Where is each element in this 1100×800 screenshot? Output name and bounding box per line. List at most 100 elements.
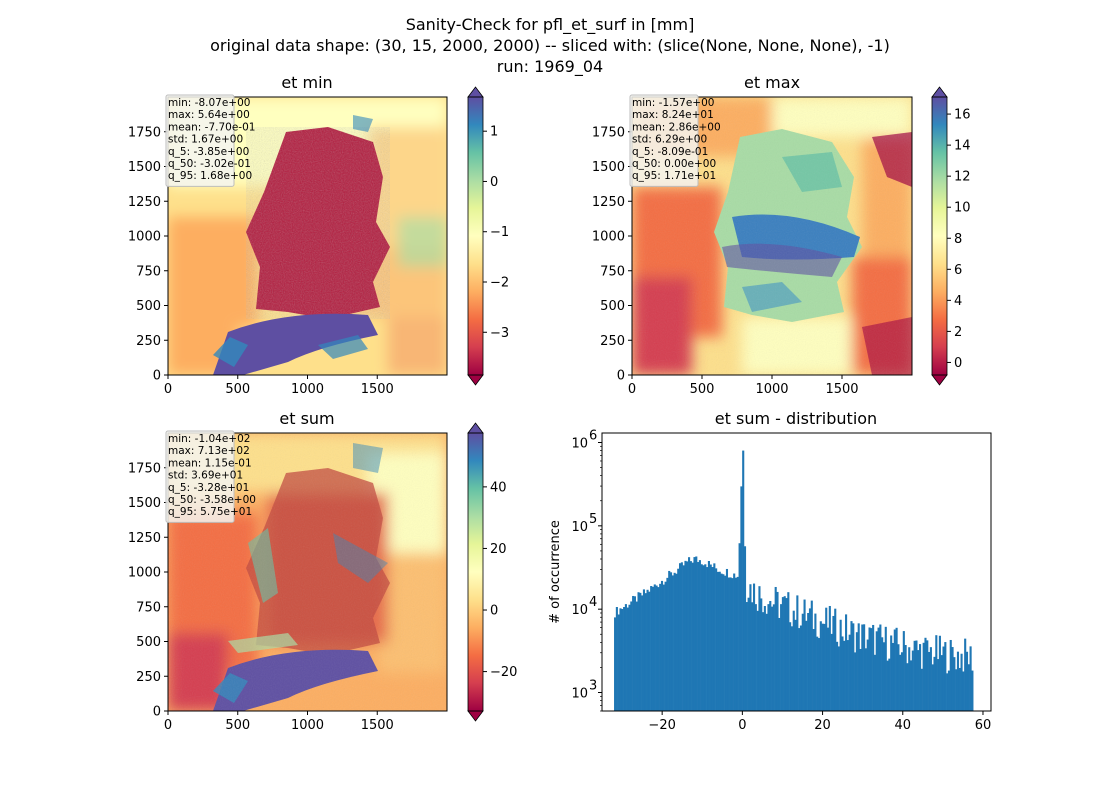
histogram-bar — [920, 668, 923, 711]
histogram-bar — [955, 669, 958, 711]
histogram-bar — [758, 586, 761, 711]
histogram-bar — [969, 646, 972, 711]
histogram-bar — [697, 562, 700, 711]
histogram-bar — [843, 640, 846, 711]
histogram-bar — [695, 556, 698, 711]
histogram-bar — [689, 561, 692, 711]
y-tick-label: 0 — [153, 369, 161, 384]
histogram-bar — [715, 568, 718, 711]
colorbar-tick-label: 20 — [490, 542, 507, 557]
histogram-bar — [863, 624, 866, 711]
colorbar-tick-label: 16 — [954, 108, 971, 123]
histogram-bar — [706, 567, 709, 711]
histogram-bar — [745, 602, 748, 711]
histogram-bar — [749, 584, 752, 711]
x-tick-label: 1500 — [825, 382, 858, 397]
panel-title: et min — [281, 73, 332, 92]
histogram-bar — [684, 560, 687, 711]
stats-line: q_50: -3.58e+00 — [168, 494, 256, 506]
histogram-bar — [633, 596, 636, 711]
histogram-bar — [747, 597, 750, 711]
histogram-bar — [659, 583, 662, 711]
histogram-bar — [785, 598, 788, 711]
panel-title: et sum — [279, 409, 334, 428]
histogram-bar — [752, 583, 756, 711]
histogram-bar — [817, 638, 821, 711]
histogram-bar — [812, 629, 815, 711]
histogram-bar — [677, 568, 680, 711]
stats-box-frame — [629, 94, 699, 187]
histogram-bar — [700, 564, 703, 711]
histogram-bar — [738, 543, 741, 711]
histogram-bar — [780, 604, 783, 711]
x-axis: 0 500 1000 1500 — [164, 375, 394, 397]
colorbar-extend-max — [931, 86, 948, 98]
histogram-bar — [935, 635, 938, 711]
histogram-bar — [967, 664, 970, 711]
y-tick-label: 1750 — [592, 125, 625, 140]
histogram-bar — [798, 628, 801, 711]
colorbar-tick-label: 10 — [954, 201, 971, 216]
histogram-bar — [722, 574, 725, 711]
histogram-bar — [769, 600, 772, 711]
histogram-bar — [937, 659, 940, 711]
histogram-bar — [900, 652, 904, 711]
histogram-bar — [653, 584, 656, 711]
histogram-bar — [760, 598, 763, 711]
histogram-bar — [890, 635, 893, 711]
x-tick-label: 40 — [894, 718, 911, 733]
histogram-bar — [734, 577, 738, 711]
histogram-bar — [810, 600, 813, 711]
y-tick-label: 0 — [153, 705, 161, 720]
colorbar-tick-label: 0 — [490, 175, 498, 190]
histogram-bar — [854, 652, 857, 711]
y-tick-label: 750 — [136, 600, 161, 615]
histogram-bar — [680, 562, 683, 711]
histogram-bar — [904, 645, 907, 711]
histogram-bar — [877, 627, 880, 711]
stats-line: q_50: -3.02e-01 — [168, 158, 251, 170]
histogram-bar — [655, 585, 658, 711]
histogram-bar — [704, 564, 707, 711]
x-tick-label: −20 — [648, 718, 675, 733]
histogram-bar — [917, 650, 920, 711]
y-tick-label: 10 — [571, 687, 588, 702]
histogram-bar — [751, 602, 754, 711]
histogram-bar — [841, 636, 844, 711]
histogram-bar — [716, 571, 719, 711]
y-tick-label: 1750 — [128, 461, 161, 476]
y-tick-exponent: 6 — [589, 428, 597, 443]
colorbar-tick-label: 0 — [490, 604, 498, 619]
y-tick-exponent: 3 — [589, 679, 597, 694]
histogram-bar — [839, 619, 842, 711]
histogram-bar — [926, 640, 929, 711]
histogram-bar — [946, 673, 949, 711]
histogram-bar — [729, 577, 732, 711]
histogram-bar — [642, 589, 646, 711]
histogram-bar — [828, 605, 831, 711]
y-tick-label: 1500 — [592, 160, 625, 175]
stats-line: q_5: -8.09e-01 — [632, 146, 708, 158]
colorbar-extend-max — [467, 86, 484, 98]
panel-title: et sum - distribution — [715, 409, 877, 428]
panel-et-sum-distribution: et sum - distribution −20 0 20 40 60 1031041… — [548, 409, 992, 733]
histogram-bar — [688, 557, 691, 711]
colorbar-frame — [467, 432, 484, 712]
histogram-bar — [787, 592, 790, 711]
y-tick-label: 1000 — [592, 230, 625, 245]
colorbar-tick-label: −3 — [490, 326, 509, 341]
histogram-bar — [897, 644, 900, 711]
histogram-bar — [614, 617, 617, 711]
histogram-bar — [953, 657, 956, 711]
histogram-bar — [774, 586, 777, 711]
stats-line: std: 1.67e+00 — [168, 134, 243, 146]
histogram-bar — [666, 577, 669, 711]
histogram-bar — [632, 595, 635, 711]
colorbar-tick-label: 2 — [954, 325, 962, 340]
histogram-bar — [639, 592, 642, 711]
histogram-bar — [630, 601, 633, 711]
histogram-bar — [971, 670, 974, 711]
histogram-bar — [678, 563, 682, 711]
